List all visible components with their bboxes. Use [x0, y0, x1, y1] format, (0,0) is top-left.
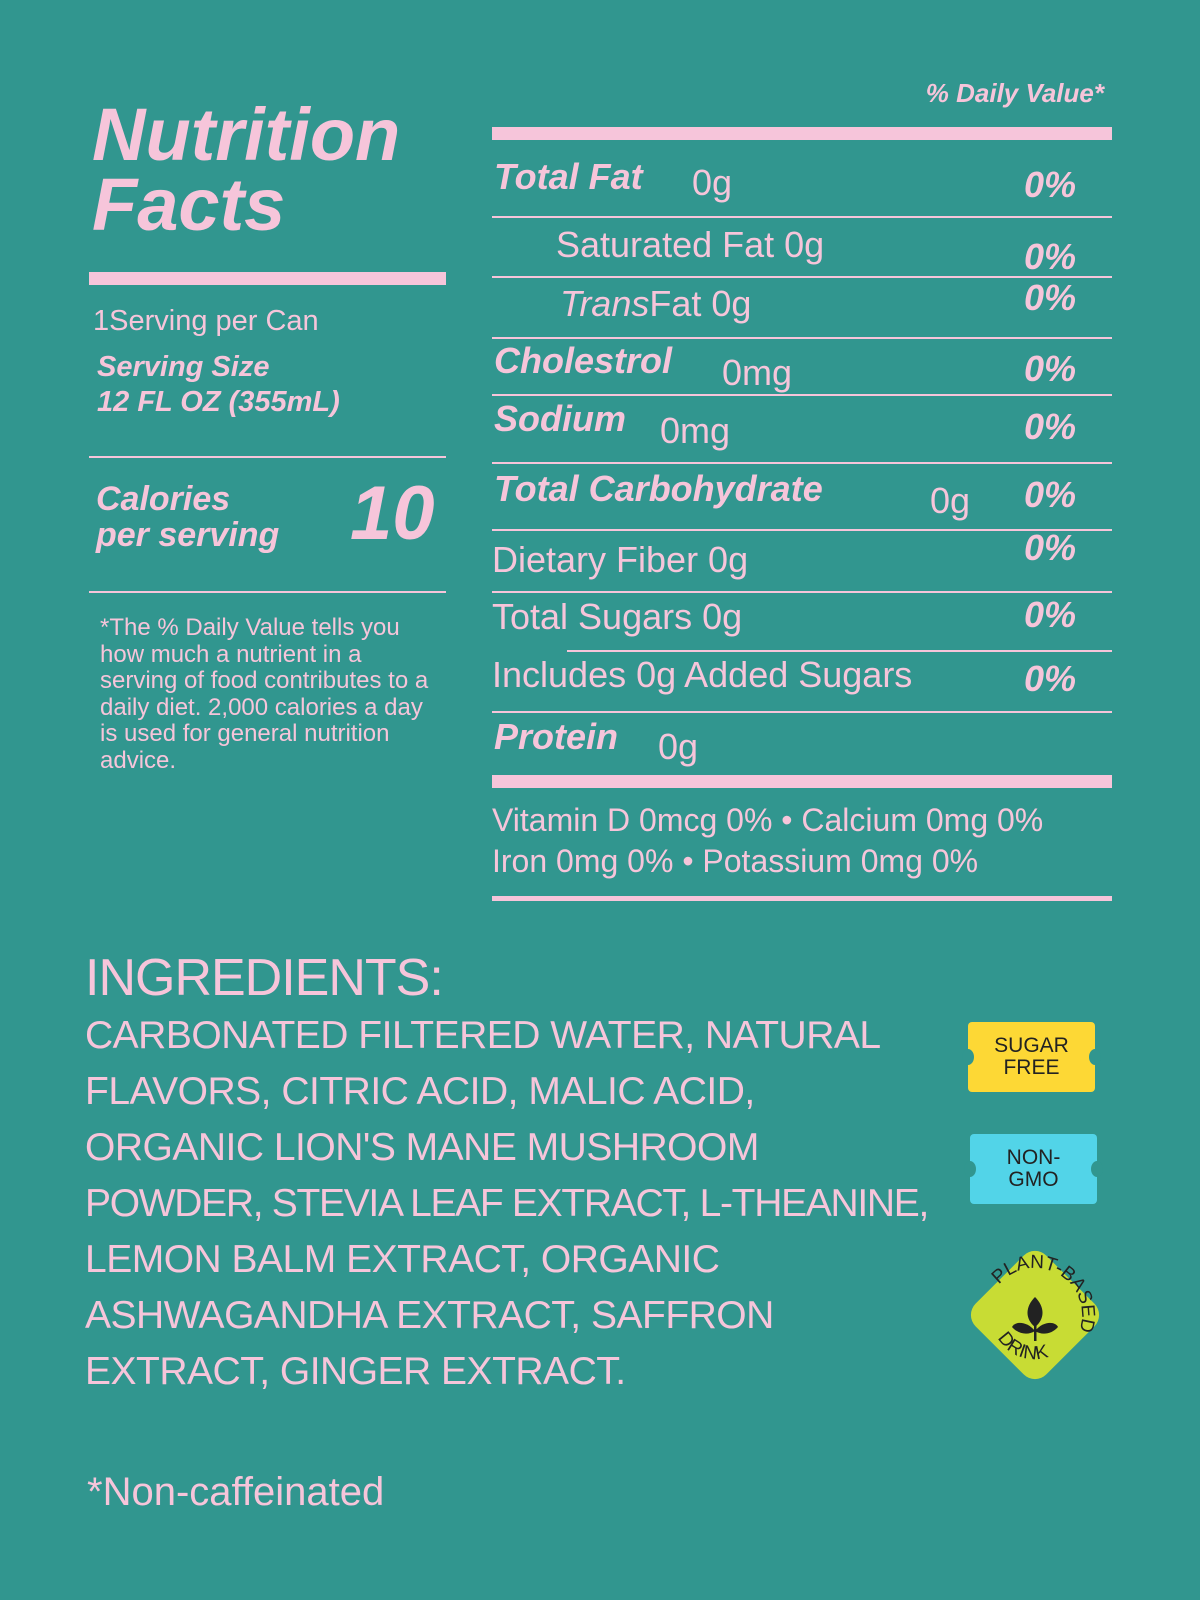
divider: [89, 272, 446, 285]
calories-value: 10: [350, 471, 435, 556]
nutrient-label: Sodium: [494, 398, 626, 439]
divider: [492, 529, 1112, 531]
nutrient-dv: 0%: [1023, 236, 1076, 277]
daily-value-header: % Daily Value*: [925, 78, 1104, 108]
ingredients-line: POWDER, STEVIA LEAF EXTRACT, L-THEANINE,: [85, 1182, 929, 1225]
nutrient-label-text: Fat 0g: [649, 283, 752, 324]
footnote: *The % Daily Value tells you how much a …: [100, 614, 429, 774]
nutrient-label: Total Fat: [494, 156, 643, 197]
nutrient-amount: 0g: [658, 726, 699, 767]
nutrient-row-total-carbohydrate: Total Carbohydrate 0g 0%: [492, 468, 1112, 521]
non-gmo-badge: NON- GMO: [964, 1134, 1103, 1204]
thick-divider: [492, 127, 1112, 140]
title-line: Facts: [92, 163, 286, 246]
nutrient-amount: 0mg: [722, 352, 793, 393]
nutrient-amount: 0g: [930, 480, 971, 521]
footnote-line: *The % Daily Value tells you: [100, 614, 400, 641]
ingredients-line: CARBONATED FILTERED WATER, NATURAL: [85, 1014, 881, 1057]
footnote-line: is used for general nutrition: [100, 720, 390, 747]
ingredients-line: FLAVORS, CITRIC ACID, MALIC ACID,: [85, 1070, 755, 1113]
ingredients-line: LEMON BALM EXTRACT, ORGANIC: [85, 1238, 720, 1281]
divider: [492, 394, 1112, 396]
title: Nutrition Facts: [92, 93, 401, 246]
footnote-line: advice.: [100, 746, 177, 774]
calories-label-line: per serving: [96, 516, 280, 554]
ingredients-line: ORGANIC LION'S MANE MUSHROOM: [85, 1126, 759, 1169]
ingredients-line: ASHWAGANDHA EXTRACT, SAFFRON: [85, 1294, 774, 1337]
plant-based-badge: PLANT-BASED DRINK: [970, 1235, 1115, 1380]
nutrient-row-sodium: Sodium 0mg 0%: [492, 398, 1112, 451]
nutrient-label: Cholestrol: [494, 340, 673, 381]
divider: [492, 591, 1112, 593]
ingredients-line: EXTRACT, GINGER EXTRACT.: [85, 1350, 626, 1393]
nutrient-label: Saturated Fat 0g: [556, 224, 825, 265]
nutrient-dv: 0%: [1023, 406, 1076, 447]
nutrient-label: Includes 0g Added Sugars: [492, 654, 913, 695]
nutrient-dv: 0%: [1023, 164, 1076, 205]
nutrient-dv: 0%: [1023, 527, 1076, 568]
nutrient-label: Dietary Fiber 0g: [492, 539, 749, 580]
nutrient-row-cholestrol: Cholestrol 0mg 0%: [492, 340, 1112, 393]
ingredients-heading: INGREDIENTS:: [85, 949, 444, 1007]
nutrient-label: Total Carbohydrate: [494, 468, 823, 509]
nutrient-dv: 0%: [1023, 594, 1076, 635]
nutrient-row-protein: Protein 0g: [492, 716, 1112, 767]
leaf-sprout-icon: [1012, 1297, 1058, 1341]
divider: [492, 462, 1112, 464]
nutrient-row-saturated-fat: Saturated Fat 0g 0%: [492, 224, 1112, 277]
nutrient-amount: 0g: [692, 162, 733, 203]
divider: [492, 337, 1112, 339]
footnote-line: how much a nutrient in a: [100, 640, 362, 668]
divider: [567, 650, 1112, 652]
divider: [492, 711, 1112, 713]
servings: 1Serving per Can: [93, 305, 319, 337]
serving-size-label: Serving Size: [97, 351, 270, 383]
divider: [89, 456, 446, 458]
divider: [492, 896, 1112, 901]
nutrient-row-total-sugars: Total Sugars 0g 0%: [492, 594, 1112, 638]
nutrient-row-dietary-fiber: Dietary Fiber 0g 0%: [492, 527, 1112, 581]
badge-text: SUGAR FREE: [994, 1034, 1069, 1079]
footnote-line: serving of food contributes to a: [100, 667, 429, 694]
nutrient-dv: 0%: [1023, 277, 1076, 318]
nutrient-row-added-sugars: Includes 0g Added Sugars 0%: [492, 654, 1112, 699]
serving-size-value: 12 FL OZ (355mL): [97, 386, 340, 418]
divider: [492, 276, 1112, 278]
title-line: Nutrition: [92, 93, 401, 176]
divider: [492, 216, 1112, 218]
nutrient-row-trans-fat: TransFat 0g 0%: [492, 277, 1112, 325]
nutrient-dv: 0%: [1023, 658, 1076, 699]
vitamins-line: Vitamin D 0mcg 0% • Calcium 0mg 0%: [492, 802, 1044, 838]
sugar-free-badge: SUGAR FREE: [962, 1022, 1101, 1092]
calories-label-line: Calories: [96, 480, 231, 518]
footnote-line: daily diet. 2,000 calories a day: [100, 693, 423, 721]
divider: [89, 591, 446, 593]
non-caffeinated-note: *Non-caffeinated: [87, 1470, 385, 1514]
nutrient-label: Protein: [494, 716, 619, 757]
vitamins-line: Iron 0mg 0% • Potassium 0mg 0%: [492, 843, 979, 879]
vitamins: Vitamin D 0mcg 0% • Calcium 0mg 0% Iron …: [492, 800, 1043, 882]
nutrient-dv: 0%: [1023, 348, 1076, 389]
nutrient-dv: 0%: [1023, 474, 1076, 515]
nutrient-label: TransFat 0g: [560, 283, 751, 325]
thick-divider: [492, 775, 1112, 788]
nutrient-label: Total Sugars 0g: [492, 596, 743, 637]
badge-text: NON- GMO: [1006, 1146, 1061, 1191]
nutrient-label-italic: Trans: [560, 283, 650, 324]
nutrient-amount: 0mg: [660, 410, 731, 451]
calories-label: Calories per serving: [96, 481, 279, 553]
nutrient-row-total-fat: Total Fat 0g 0%: [492, 156, 1112, 205]
